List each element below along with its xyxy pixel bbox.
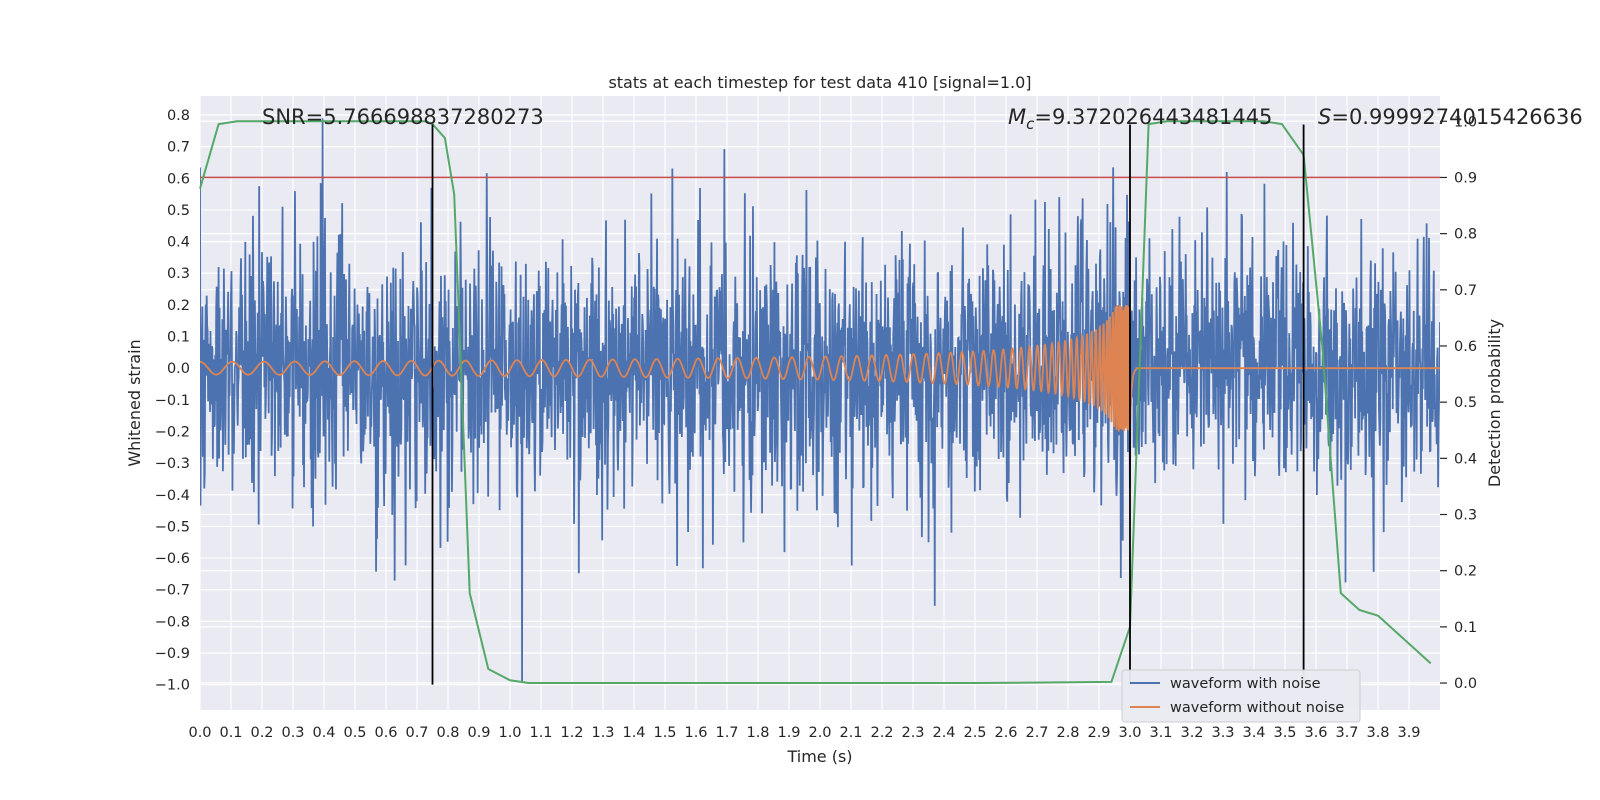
x-tick-label: 1.5 bbox=[653, 725, 676, 741]
x-axis-ticks: 0.0 0.1 0.2 0.3 0.4 0.5 0.6 0.7 0.8 0.9 1.0 1.1 1.2 1… bbox=[188, 725, 1420, 741]
y-tick-label: 0.3 bbox=[167, 266, 190, 282]
y2-tick-label: 0.1 bbox=[1454, 620, 1477, 636]
x-tick-label: 3.9 bbox=[1397, 725, 1420, 741]
x-tick-label: 2.1 bbox=[839, 725, 862, 741]
y-axis-label: Whitened strain bbox=[125, 339, 144, 466]
y2-axis-ticks: 1.0 0.9 0.8 0.7 0.6 0.5 0.4 0.3 0.2 0.1 0.0 bbox=[1440, 114, 1477, 692]
x-tick-label: 2.6 bbox=[994, 725, 1017, 741]
y2-tick-label: 0.6 bbox=[1454, 339, 1477, 355]
x-tick-label: 0.2 bbox=[250, 725, 273, 741]
x-tick-label: 3.7 bbox=[1335, 725, 1358, 741]
y-axis-ticks: 0.8 0.7 0.6 0.5 0.4 0.3 0.2 0.1 0.0 −0.1 −0.2 −0.3 −… bbox=[155, 108, 190, 694]
x-tick-label: 1.2 bbox=[560, 725, 583, 741]
x-tick-label: 1.7 bbox=[715, 725, 738, 741]
x-tick-label: 2.8 bbox=[1056, 725, 1079, 741]
score-symbol: S bbox=[1318, 105, 1331, 129]
x-tick-label: 0.8 bbox=[436, 725, 459, 741]
x-tick-label: 3.5 bbox=[1273, 725, 1296, 741]
y-tick-label: 0.6 bbox=[167, 171, 190, 187]
x-tick-label: 1.9 bbox=[777, 725, 800, 741]
chirp-mass-annotation: Mc=9.372026443481445 bbox=[1008, 105, 1272, 133]
x-tick-label: 2.3 bbox=[901, 725, 924, 741]
y2-tick-label: 0.5 bbox=[1454, 395, 1477, 411]
x-tick-label: 0.6 bbox=[374, 725, 397, 741]
x-tick-label: 0.3 bbox=[281, 725, 304, 741]
y2-tick-label: 0.9 bbox=[1454, 170, 1477, 186]
legend-box bbox=[1121, 669, 1361, 723]
score-value: =0.9999274015426636 bbox=[1331, 105, 1582, 129]
x-tick-label: 2.0 bbox=[808, 725, 831, 741]
x-tick-label: 3.1 bbox=[1149, 725, 1172, 741]
y-tick-label: 0.5 bbox=[167, 203, 190, 219]
waveform-with-noise-series bbox=[200, 118, 1440, 683]
y-tick-label: −0.9 bbox=[155, 646, 190, 662]
y-tick-label: −0.7 bbox=[155, 583, 190, 599]
y2-tick-label: 0.7 bbox=[1454, 283, 1477, 299]
y2-tick-label: 1.0 bbox=[1454, 114, 1477, 130]
chart-title: stats at each timestep for test data 410… bbox=[608, 73, 1031, 92]
x-tick-label: 0.7 bbox=[405, 725, 428, 741]
x-tick-label: 0.5 bbox=[343, 725, 366, 741]
y-tick-label: 0.1 bbox=[167, 330, 190, 346]
y-tick-label: −0.1 bbox=[155, 393, 190, 409]
marker-lines bbox=[431, 124, 1305, 685]
legend: waveform with noise waveform without noi… bbox=[1121, 669, 1361, 723]
x-tick-label: 1.0 bbox=[498, 725, 521, 741]
x-tick-label: 1.8 bbox=[746, 725, 769, 741]
x-tick-label: 1.1 bbox=[529, 725, 552, 741]
y2-tick-label: 0.4 bbox=[1454, 451, 1477, 467]
y-tick-label: 0.2 bbox=[167, 298, 190, 314]
y-tick-label: 0.0 bbox=[167, 361, 190, 377]
y-tick-label: 0.8 bbox=[167, 108, 190, 124]
chirp-mass-value: =9.372026443481445 bbox=[1034, 105, 1272, 129]
x-tick-label: 3.3 bbox=[1211, 725, 1234, 741]
y2-axis-label: Detection probability bbox=[1485, 319, 1504, 487]
x-tick-label: 3.8 bbox=[1366, 725, 1389, 741]
x-tick-label: 2.2 bbox=[870, 725, 893, 741]
y2-tick-label: 0.0 bbox=[1454, 676, 1477, 692]
x-tick-label: 1.3 bbox=[591, 725, 614, 741]
x-tick-label: 0.4 bbox=[312, 725, 335, 741]
x-tick-label: 3.4 bbox=[1242, 725, 1265, 741]
x-tick-label: 1.6 bbox=[684, 725, 707, 741]
x-tick-label: 2.9 bbox=[1087, 725, 1110, 741]
x-tick-label: 3.0 bbox=[1118, 725, 1141, 741]
detection-probability-line bbox=[199, 120, 1432, 685]
x-tick-label: 0.0 bbox=[188, 725, 211, 741]
x-axis-label: Time (s) bbox=[786, 747, 852, 766]
x-tick-label: 3.6 bbox=[1304, 725, 1327, 741]
x-tick-label: 1.4 bbox=[622, 725, 645, 741]
x-tick-label: 3.2 bbox=[1180, 725, 1203, 741]
x-tick-label: 0.9 bbox=[467, 725, 490, 741]
waveform-without-noise-series bbox=[200, 304, 1440, 433]
y2-tick-label: 0.2 bbox=[1454, 564, 1477, 580]
y-tick-label: −0.4 bbox=[155, 488, 190, 504]
chirp-mass-subscript: c bbox=[1026, 115, 1035, 133]
y-tick-label: 0.4 bbox=[167, 235, 190, 251]
y-tick-label: 0.7 bbox=[167, 140, 190, 156]
y-tick-label: −0.5 bbox=[155, 519, 190, 535]
y2-tick-label: 0.3 bbox=[1454, 508, 1477, 524]
score-annotation: S=0.9999274015426636 bbox=[1318, 105, 1583, 129]
y-tick-label: −0.8 bbox=[155, 614, 190, 630]
y-tick-label: −1.0 bbox=[155, 678, 190, 694]
y-tick-label: −0.6 bbox=[155, 551, 190, 567]
x-tick-label: 2.7 bbox=[1025, 725, 1048, 741]
x-tick-label: 0.1 bbox=[219, 725, 242, 741]
y-tick-label: −0.2 bbox=[155, 424, 190, 440]
x-tick-label: 2.5 bbox=[963, 725, 986, 741]
chirp-mass-symbol: M bbox=[1008, 105, 1026, 129]
x-tick-label: 2.4 bbox=[932, 725, 955, 741]
detection-probability-series bbox=[199, 120, 1432, 685]
legend-label-clean: waveform without noise bbox=[1170, 700, 1344, 716]
snr-annotation: SNR=5.766698837280273 bbox=[262, 105, 544, 129]
y2-tick-label: 0.8 bbox=[1454, 227, 1477, 243]
y-tick-label: −0.3 bbox=[155, 456, 190, 472]
legend-label-noisy: waveform with noise bbox=[1170, 676, 1321, 692]
